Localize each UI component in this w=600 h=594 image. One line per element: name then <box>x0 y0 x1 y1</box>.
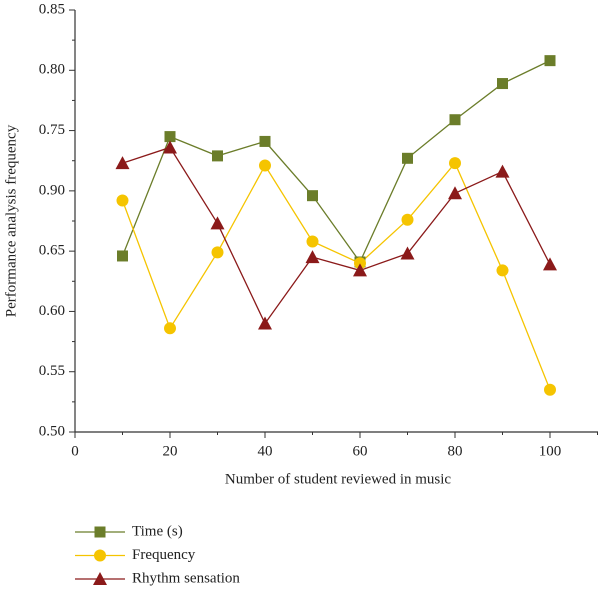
point <box>259 135 271 147</box>
point <box>497 78 508 90</box>
x-tick-label: 80 <box>448 443 463 459</box>
x-tick-label: 40 <box>258 443 273 459</box>
y-axis-label: Performance analysis frequency <box>3 124 19 317</box>
x-tick-label: 100 <box>539 443 562 459</box>
point <box>544 55 556 67</box>
point <box>258 316 272 330</box>
point <box>305 250 320 264</box>
y-tick-label: 0.75 <box>39 122 65 138</box>
point <box>259 159 271 172</box>
point <box>117 250 128 262</box>
series-line <box>121 60 551 264</box>
x-tick-label: 0 <box>71 443 79 459</box>
point <box>400 246 415 260</box>
point <box>163 140 177 154</box>
point <box>354 257 366 270</box>
point <box>543 257 557 271</box>
y-tick-label: 0.80 <box>39 62 65 78</box>
point <box>115 156 130 170</box>
point <box>449 157 461 170</box>
point <box>306 235 319 248</box>
point <box>495 164 510 178</box>
point <box>544 383 556 396</box>
y-tick-label: 0.50 <box>39 423 65 439</box>
point <box>164 131 176 143</box>
point <box>164 322 176 335</box>
y-tick-label: 0.65 <box>39 243 65 259</box>
legend-marker <box>94 526 106 538</box>
y-tick-label: 0.55 <box>39 363 65 379</box>
point <box>212 150 223 162</box>
point <box>116 194 129 207</box>
x-axis-label: Number of student reviewed in music <box>225 471 452 487</box>
legend-marker <box>93 572 107 585</box>
legend-label: Time (s) <box>132 523 183 539</box>
point <box>449 114 461 126</box>
point <box>401 213 414 226</box>
x-tick-label: 60 <box>353 443 368 459</box>
legend-label: Rhythm sensation <box>132 570 240 586</box>
y-tick-label: 0.85 <box>39 1 65 17</box>
point <box>353 263 367 277</box>
y-tick-label: 0.90 <box>39 182 65 198</box>
point <box>307 190 318 202</box>
x-tick-label: 20 <box>163 443 178 459</box>
series-line <box>121 161 551 391</box>
point <box>211 246 224 259</box>
point <box>448 186 462 200</box>
point <box>402 152 413 164</box>
point <box>210 216 225 230</box>
series-line <box>122 146 551 325</box>
y-tick-label: 0.60 <box>39 303 65 319</box>
legend-label: Frequency <box>132 547 196 563</box>
legend-marker <box>94 549 106 562</box>
point <box>496 264 509 277</box>
